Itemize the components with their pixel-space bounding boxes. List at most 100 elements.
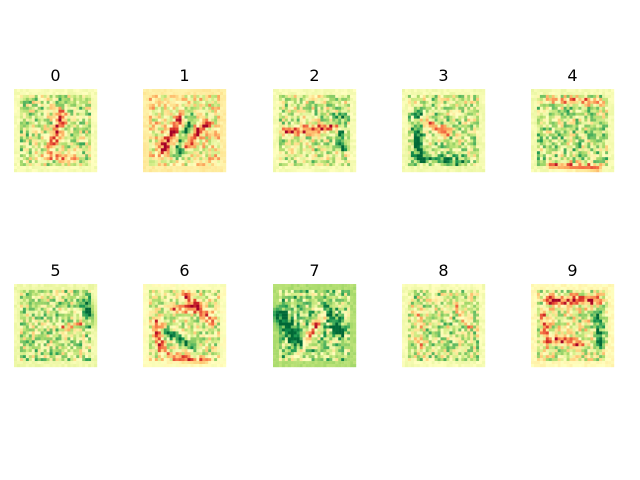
heatmap-cell <box>178 151 182 155</box>
heatmap-cell <box>425 91 429 96</box>
heatmap-cell <box>551 142 555 146</box>
heatmap-cell <box>187 295 191 300</box>
heatmap-cell <box>85 94 89 99</box>
heatmap-cell <box>338 124 342 128</box>
heatmap-cell <box>43 142 47 146</box>
heatmap-cell <box>28 163 32 167</box>
heatmap-cell <box>314 109 318 113</box>
heatmap-cell <box>202 106 206 110</box>
heatmap-cell <box>40 325 44 329</box>
heatmap-cell <box>533 106 538 110</box>
heatmap-cell <box>593 163 597 167</box>
heatmap-cell <box>599 118 603 122</box>
heatmap-cell <box>193 106 197 110</box>
heatmap-cell <box>341 127 345 131</box>
heatmap-cell <box>205 94 209 99</box>
heatmap-cell <box>557 91 561 96</box>
heatmap-cell <box>308 154 312 158</box>
heatmap-cell <box>593 157 597 161</box>
heatmap-cell <box>148 166 153 170</box>
heatmap-cell <box>347 154 351 158</box>
heatmap-cell <box>296 142 300 146</box>
heatmap-cell <box>43 163 47 167</box>
heatmap-cell <box>428 133 432 137</box>
heatmap-cell <box>214 151 218 155</box>
heatmap-cell <box>31 310 35 314</box>
heatmap-cell <box>151 151 156 155</box>
heatmap-cell <box>416 103 420 107</box>
heatmap-cell <box>175 139 179 143</box>
heatmap-cell <box>566 145 570 149</box>
heatmap-cell <box>273 100 277 105</box>
heatmap-cell <box>166 112 170 116</box>
heatmap-cell <box>163 151 167 155</box>
heatmap-cell <box>452 169 456 173</box>
heatmap-cell <box>416 133 420 137</box>
heatmap-cell <box>596 121 600 125</box>
heatmap-cell <box>338 115 342 119</box>
heatmap-cell <box>166 169 170 173</box>
heatmap-cell <box>46 139 50 143</box>
heatmap-cell <box>46 298 50 302</box>
heatmap-cell <box>572 109 576 113</box>
heatmap-cell <box>64 322 68 326</box>
heatmap-cell <box>40 328 44 332</box>
heatmap-cell <box>605 89 609 93</box>
heatmap-cell <box>28 295 32 300</box>
heatmap-cell <box>608 97 612 102</box>
heatmap-cell <box>338 100 342 105</box>
heatmap-cell <box>37 121 41 125</box>
heatmap-cell <box>440 130 444 134</box>
heatmap-cell <box>175 127 179 131</box>
heatmap-cell <box>284 148 289 152</box>
heatmap-cell <box>205 133 209 137</box>
heatmap-cell <box>217 115 221 119</box>
heatmap-cell <box>220 286 224 291</box>
heatmap-cell <box>593 136 597 140</box>
heatmap-cell <box>407 106 412 110</box>
heatmap-cell <box>407 142 412 146</box>
heatmap-cell <box>202 124 206 128</box>
heatmap-cell <box>575 91 579 96</box>
heatmap-cell <box>49 100 53 105</box>
heatmap-cell <box>431 89 435 93</box>
heatmap-cell <box>296 97 300 102</box>
heatmap-cell <box>566 115 570 119</box>
heatmap-cell <box>52 310 56 314</box>
heatmap-cell <box>299 142 303 146</box>
heatmap-cell <box>70 112 74 116</box>
heatmap-cell <box>273 91 277 96</box>
heatmap-cell <box>290 166 294 170</box>
heatmap-cell <box>28 325 32 329</box>
heatmap-cell <box>599 160 603 164</box>
heatmap-cell <box>548 145 552 149</box>
heatmap-cell <box>145 304 150 308</box>
heatmap-cell <box>91 328 95 332</box>
heatmap-cell <box>539 130 544 134</box>
heatmap-cell <box>587 145 591 149</box>
heatmap-cell <box>452 89 456 93</box>
heatmap-cell <box>22 154 27 158</box>
heatmap-cell <box>402 160 406 164</box>
heatmap-cell <box>290 133 294 137</box>
heatmap-cell <box>199 103 203 107</box>
heatmap-cell <box>205 139 209 143</box>
heatmap-cell <box>554 115 558 119</box>
heatmap-cell <box>551 97 555 102</box>
heatmap-cell <box>22 136 27 140</box>
heatmap-cell <box>217 289 221 294</box>
heatmap-cell <box>43 115 47 119</box>
heatmap-cell <box>455 133 459 137</box>
heatmap-cell <box>202 127 206 131</box>
heatmap-cell <box>217 103 221 107</box>
heatmap-cell <box>217 106 221 110</box>
heatmap-cell <box>293 139 297 143</box>
heatmap-cell <box>187 289 191 294</box>
heatmap-cell <box>82 340 86 344</box>
heatmap-cell <box>28 121 32 125</box>
heatmap-cell <box>79 157 83 161</box>
heatmap-cell <box>43 325 47 329</box>
heatmap-cell <box>37 343 41 347</box>
heatmap-cell <box>449 139 453 143</box>
heatmap-cell <box>479 112 483 116</box>
